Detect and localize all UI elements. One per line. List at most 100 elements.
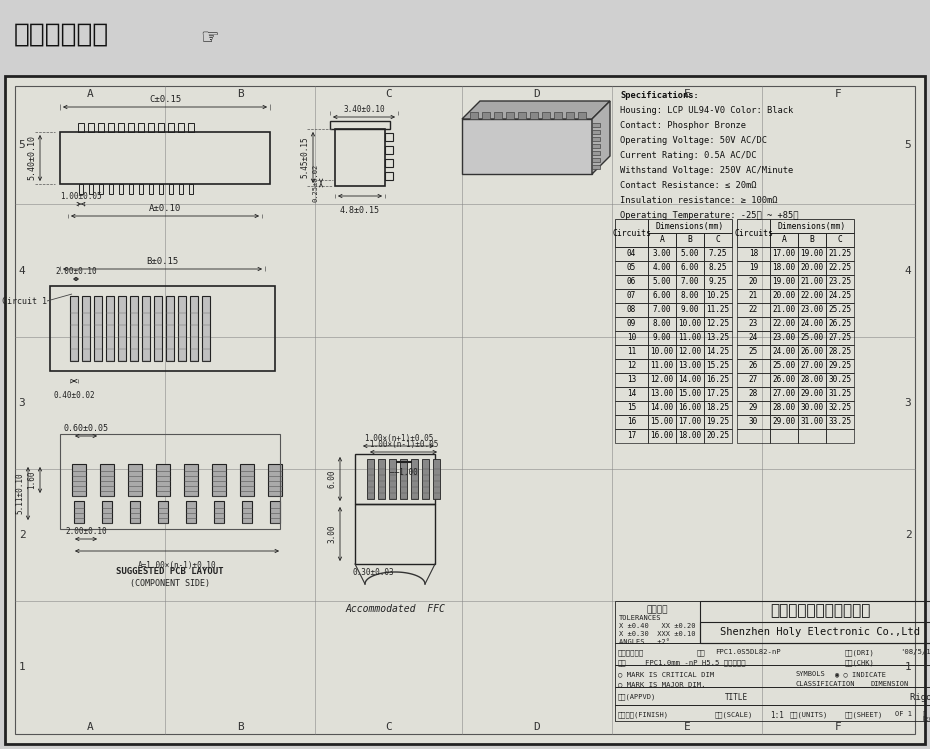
Text: 13.00: 13.00 <box>650 389 673 398</box>
Text: B±0.15: B±0.15 <box>146 257 179 266</box>
Bar <box>770 303 798 317</box>
Bar <box>737 247 770 261</box>
Text: DIMENSION: DIMENSION <box>870 681 909 687</box>
Text: 19.00: 19.00 <box>773 277 795 287</box>
Bar <box>615 331 648 345</box>
Text: 20.00: 20.00 <box>801 264 824 273</box>
Bar <box>615 429 648 443</box>
Bar <box>648 415 676 429</box>
Bar <box>166 296 174 361</box>
Text: C: C <box>715 235 721 244</box>
Text: 2: 2 <box>905 530 911 540</box>
Bar <box>676 401 704 415</box>
Bar <box>704 247 732 261</box>
Text: 12: 12 <box>627 362 636 371</box>
Text: 25: 25 <box>749 348 758 357</box>
Text: 0.30±0.03: 0.30±0.03 <box>352 568 393 577</box>
Bar <box>737 219 770 247</box>
Text: C: C <box>385 722 392 732</box>
Bar <box>72 464 86 496</box>
Bar <box>798 429 826 443</box>
Text: C±0.15: C±0.15 <box>149 95 181 104</box>
Text: 12.00: 12.00 <box>679 348 701 357</box>
Text: 21.25: 21.25 <box>829 249 852 258</box>
Bar <box>330 121 390 129</box>
Text: Dimensions(mm): Dimensions(mm) <box>656 222 724 231</box>
Polygon shape <box>592 158 600 162</box>
Text: 25.00: 25.00 <box>773 362 795 371</box>
Bar <box>615 387 648 401</box>
Text: 26.00: 26.00 <box>801 348 824 357</box>
Text: 21: 21 <box>749 291 758 300</box>
Text: TITLE: TITLE <box>725 693 748 702</box>
Bar <box>138 123 144 132</box>
Text: SUGGESTED PCB LAYOUT: SUGGESTED PCB LAYOUT <box>116 567 224 576</box>
Bar <box>149 184 153 194</box>
Bar <box>385 146 393 154</box>
Bar <box>770 401 798 415</box>
Text: 0.60±0.05: 0.60±0.05 <box>63 424 109 433</box>
Text: 20: 20 <box>749 277 758 287</box>
Text: TOLERANCES: TOLERANCES <box>619 615 661 621</box>
Bar <box>355 454 435 504</box>
Bar <box>700 622 930 643</box>
Text: 25.00: 25.00 <box>801 333 824 342</box>
Text: 16.25: 16.25 <box>707 375 729 384</box>
Text: 9.00: 9.00 <box>681 306 699 315</box>
Bar <box>615 219 648 247</box>
Bar <box>770 331 798 345</box>
Text: 24.00: 24.00 <box>801 320 824 329</box>
Text: 29: 29 <box>749 404 758 413</box>
Bar <box>179 184 183 194</box>
Text: Housing: LCP UL94-V0 Color: Black: Housing: LCP UL94-V0 Color: Black <box>620 106 793 115</box>
Text: 检验尺寸标示: 检验尺寸标示 <box>618 649 644 655</box>
Bar <box>826 359 854 373</box>
Polygon shape <box>592 101 610 174</box>
Bar <box>178 296 186 361</box>
Bar <box>648 401 676 415</box>
Text: 20.25: 20.25 <box>707 431 729 440</box>
Text: 23.00: 23.00 <box>773 333 795 342</box>
Text: ☞: ☞ <box>200 28 219 48</box>
Text: ——1.00: ——1.00 <box>390 468 418 477</box>
Bar <box>704 317 732 331</box>
Text: 审核(CHK): 审核(CHK) <box>845 659 875 666</box>
Bar <box>108 123 114 132</box>
Bar <box>615 705 930 721</box>
Bar <box>798 289 826 303</box>
Bar <box>798 345 826 359</box>
Bar <box>130 501 140 523</box>
Text: Withstand Voltage: 250V AC/Minute: Withstand Voltage: 250V AC/Minute <box>620 166 793 175</box>
Text: 27.25: 27.25 <box>829 333 852 342</box>
Bar <box>184 464 198 496</box>
Bar <box>158 501 168 523</box>
Text: 6.00: 6.00 <box>327 470 336 488</box>
Bar <box>798 373 826 387</box>
Bar <box>737 429 770 443</box>
Bar <box>826 373 854 387</box>
Bar <box>118 123 124 132</box>
Bar <box>385 133 393 141</box>
Bar <box>100 464 114 496</box>
Bar <box>704 233 732 247</box>
Bar <box>159 184 163 194</box>
Bar <box>50 286 275 371</box>
Text: 26.00: 26.00 <box>773 375 795 384</box>
Text: 4: 4 <box>19 265 25 276</box>
Text: 0.25±0.02: 0.25±0.02 <box>312 164 318 202</box>
Bar <box>168 123 174 132</box>
Bar <box>615 261 648 275</box>
Text: 4.8±0.15: 4.8±0.15 <box>340 206 380 215</box>
Text: 28: 28 <box>749 389 758 398</box>
Bar <box>737 289 770 303</box>
Text: SYMBOLS: SYMBOLS <box>795 671 825 677</box>
Text: 24.25: 24.25 <box>829 291 852 300</box>
Bar <box>704 429 732 443</box>
Bar <box>826 275 854 289</box>
Text: 14.00: 14.00 <box>679 375 701 384</box>
Text: 09: 09 <box>627 320 636 329</box>
Polygon shape <box>578 112 586 119</box>
Text: 4.00: 4.00 <box>653 264 671 273</box>
Bar <box>433 459 440 499</box>
Text: 比例(SCALE): 比例(SCALE) <box>715 711 753 718</box>
